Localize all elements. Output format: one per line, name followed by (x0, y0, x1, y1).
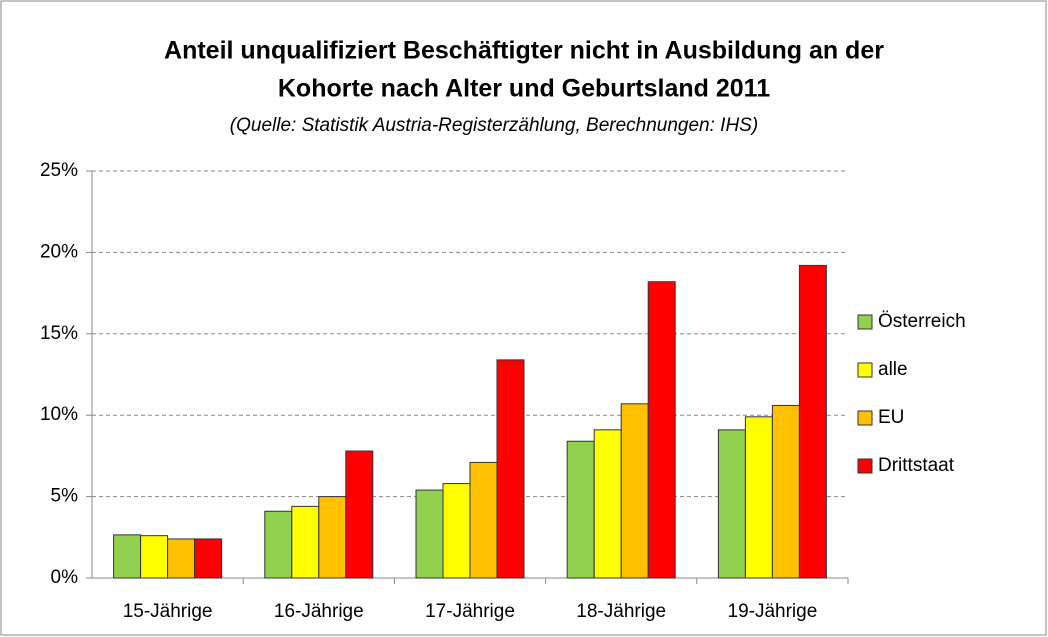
bar (496, 359, 525, 579)
bar (771, 404, 800, 579)
x-tick-label: 19-Jährige (728, 601, 818, 622)
bar (167, 538, 196, 579)
legend-swatch (857, 362, 873, 378)
legend-label: alle (878, 359, 908, 380)
bar (140, 535, 169, 579)
bar (593, 429, 622, 579)
y-tick-label: 10% (40, 404, 78, 425)
legend-swatch (857, 410, 873, 426)
y-tick-label: 5% (51, 486, 79, 507)
y-tick-label: 25% (40, 160, 78, 181)
legend-label: EU (878, 407, 904, 428)
bar (345, 450, 374, 579)
bar (194, 538, 223, 579)
bar (744, 416, 773, 579)
y-tick-label: 0% (51, 567, 79, 588)
legend-label: Drittstaat (878, 455, 955, 476)
bar (717, 429, 746, 579)
bar (318, 496, 347, 579)
bar (442, 483, 471, 579)
bar (415, 489, 444, 579)
bar (469, 461, 498, 579)
bar (798, 264, 827, 579)
x-tick-label: 18-Jährige (576, 601, 666, 622)
chart-subtitle: (Quelle: Statistik Austria-Registerzählu… (230, 115, 758, 136)
y-tick-label: 20% (40, 241, 78, 262)
legend-swatch (857, 314, 873, 330)
bar (566, 440, 595, 579)
x-tick-label: 15-Jährige (123, 601, 213, 622)
y-tick-label: 15% (40, 323, 78, 344)
legend-label: Österreich (878, 311, 966, 332)
bar (113, 534, 142, 579)
bar (264, 510, 293, 579)
bar (620, 403, 649, 579)
chart-title: Kohorte nach Alter und Geburtsland 2011 (278, 75, 770, 103)
legend-swatch (857, 458, 873, 474)
bar (291, 505, 320, 579)
bar (647, 281, 676, 579)
chart-title: Anteil unqualifiziert Beschäftigter nich… (164, 37, 884, 65)
x-tick-label: 16-Jährige (274, 601, 364, 622)
x-tick-label: 17-Jährige (425, 601, 515, 622)
